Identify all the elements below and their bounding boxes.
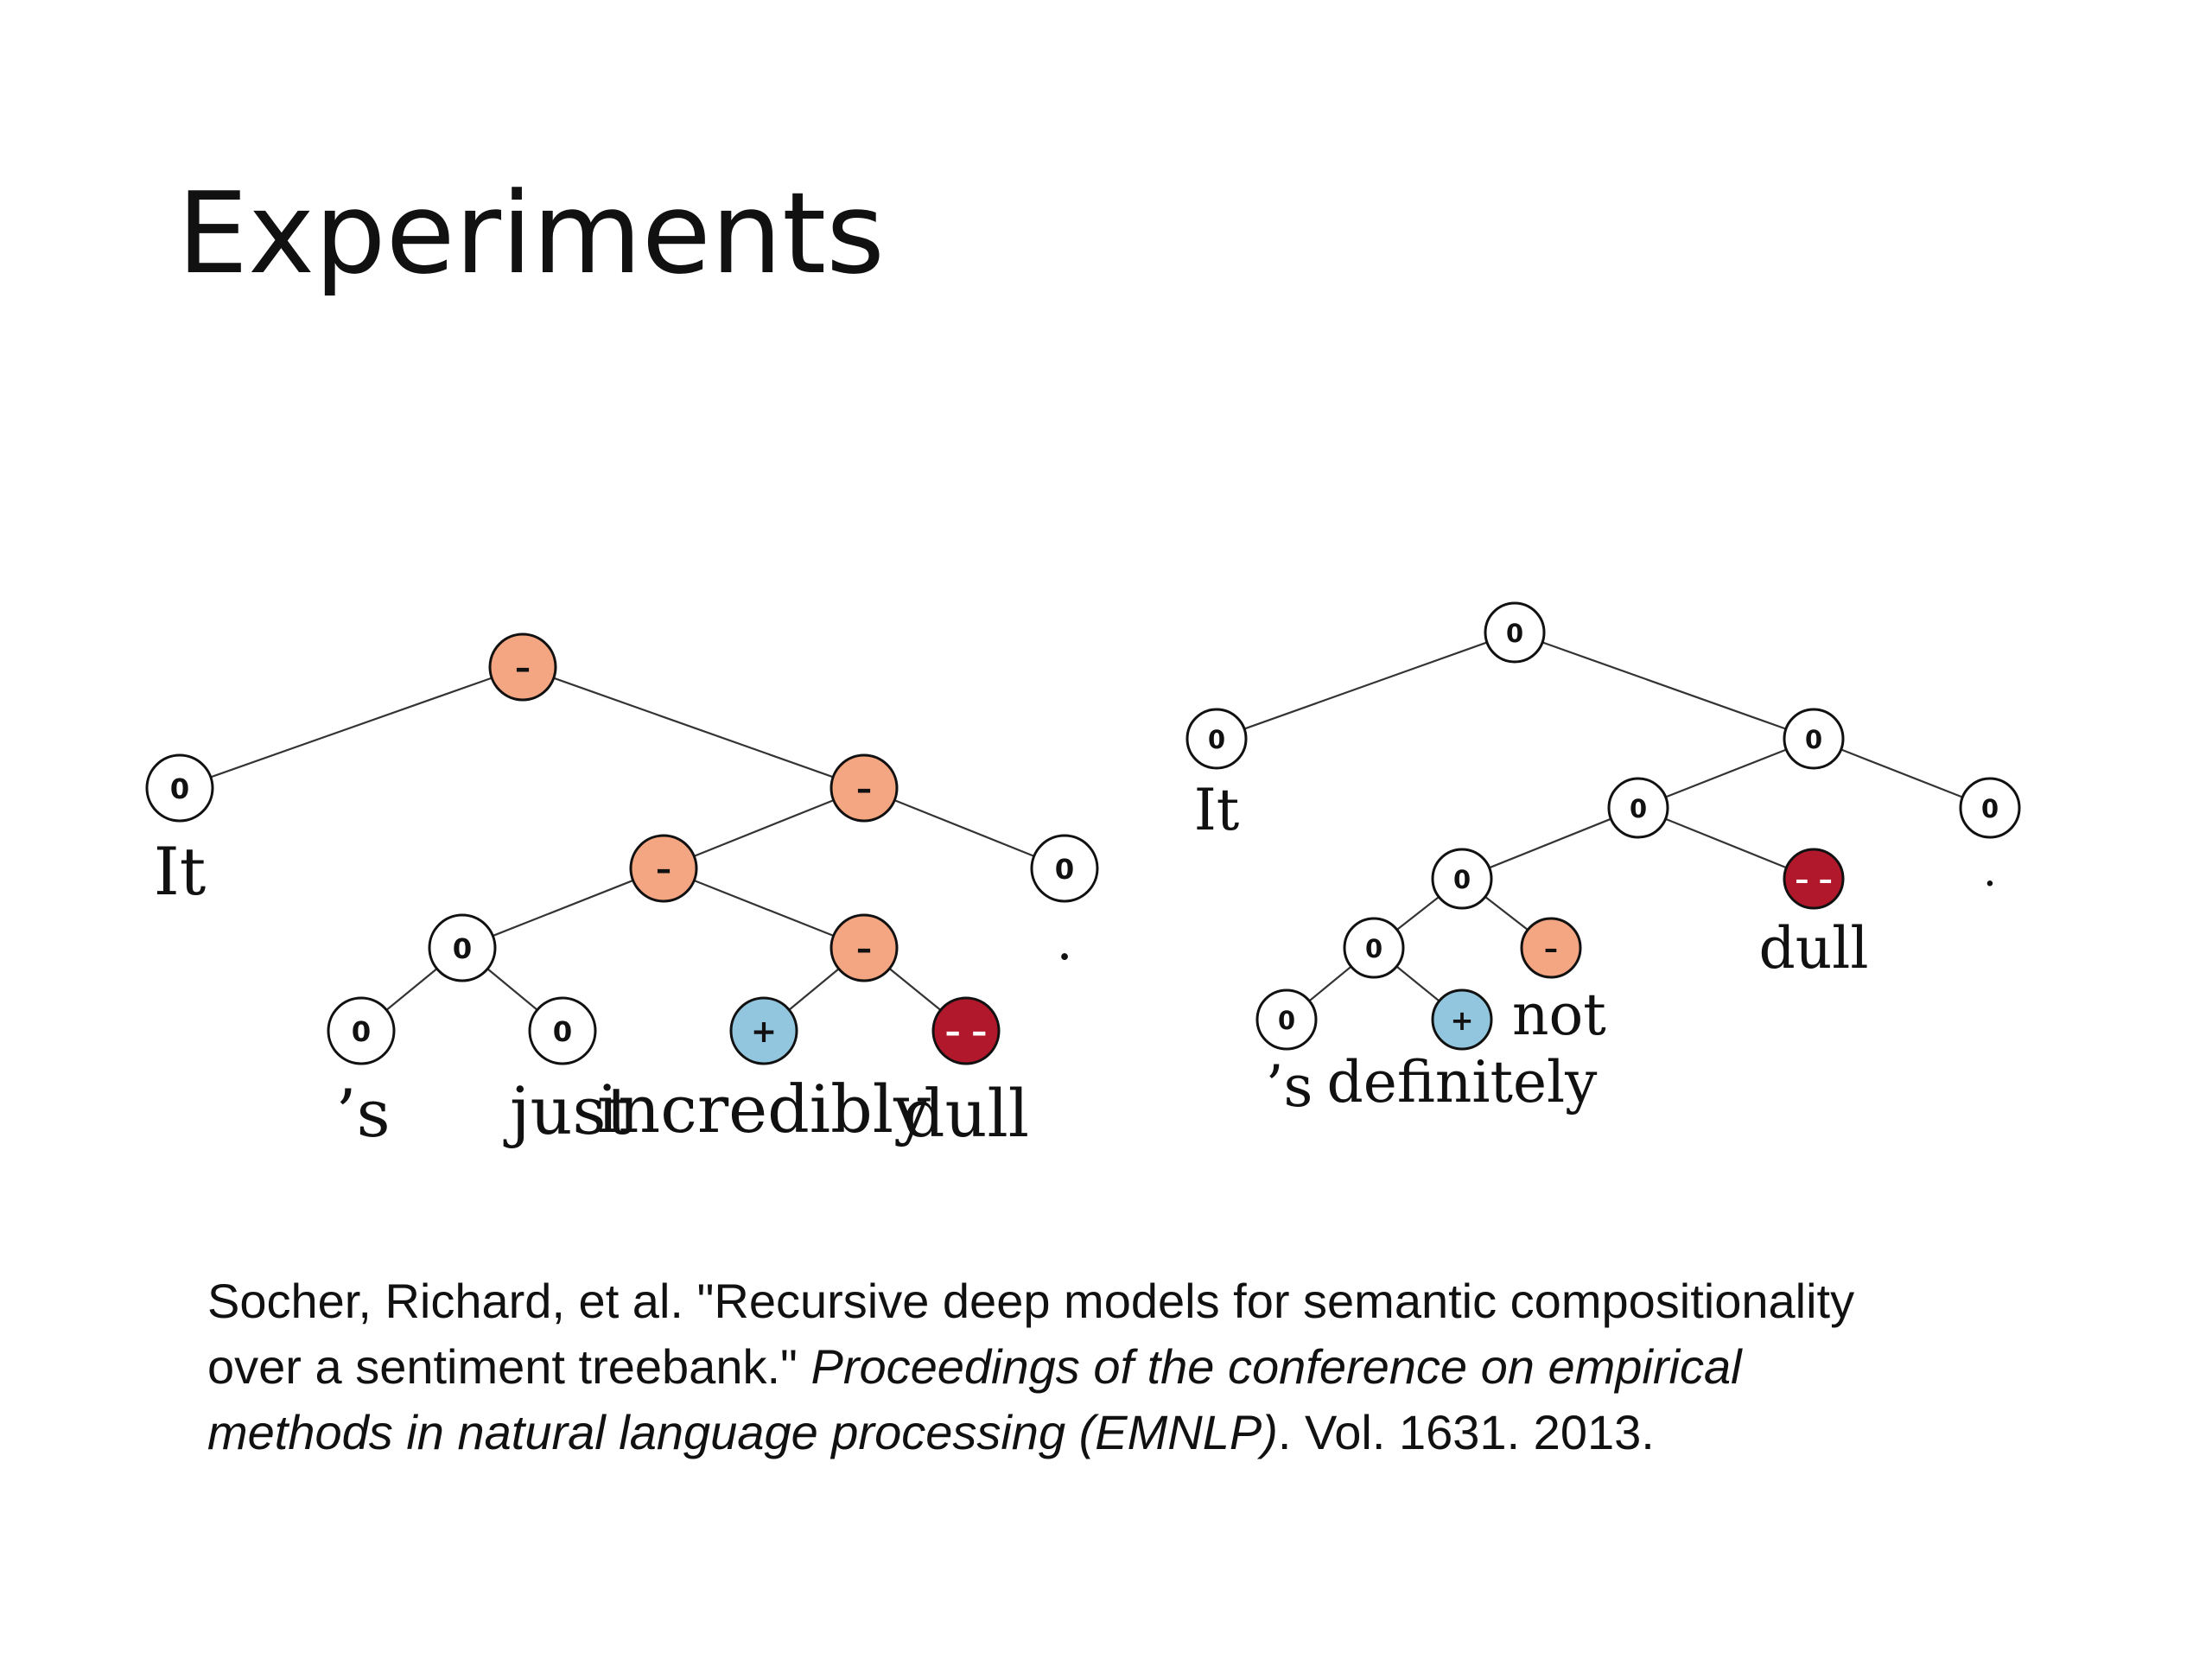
tree-node-label: + <box>751 1014 777 1050</box>
tree-node-positive <box>1431 988 1493 1051</box>
tree-word: just <box>503 1072 632 1149</box>
tree-node-label: 0 <box>1981 794 1999 823</box>
tree-node-positive <box>729 996 798 1065</box>
tree-node-neutral <box>1185 708 1248 770</box>
tree-node-label: – <box>1544 932 1558 965</box>
tree-word: dull <box>1759 915 1869 982</box>
tree-word: incredibly <box>597 1071 931 1147</box>
tree-edge <box>1665 748 1787 798</box>
tree-edge <box>1840 748 1963 798</box>
citation-line-3-plain: . Vol. 1631. 2013. <box>1277 1405 1655 1459</box>
tree-node-label: 0 <box>1630 794 1647 823</box>
tree-edge <box>893 799 1035 857</box>
tree-node-neutral <box>1343 917 1405 979</box>
tree-word: It <box>154 833 207 910</box>
tree-edge <box>492 879 634 938</box>
tree-edge <box>693 879 835 938</box>
tree-node-very-negative <box>931 996 1001 1065</box>
tree-node-neutral <box>1783 708 1845 770</box>
citation-line-3-italic: methods in natural language processing (… <box>207 1405 1278 1459</box>
tree-node-neutral <box>145 753 214 823</box>
tree-edge <box>1396 896 1440 931</box>
tree-node-label: – <box>856 931 872 967</box>
tree-edge <box>788 968 840 1011</box>
tree-word: ’s <box>1266 1053 1313 1120</box>
tree-edge <box>1243 641 1488 730</box>
citation-line-2-italic: Proceedings of the conference on empiric… <box>810 1339 1742 1394</box>
tree-node-label: + <box>1450 1004 1473 1037</box>
tree-edge <box>486 968 538 1011</box>
tree-word: ’s <box>335 1075 390 1152</box>
citation-line-1: Socher, Richard, et al. "Recursive deep … <box>207 1274 1855 1328</box>
tree-node-label: 0 <box>553 1015 572 1048</box>
tree-node-neutral <box>1255 988 1318 1051</box>
citation: Socher, Richard, et al. "Recursive deep … <box>207 1268 2143 1465</box>
tree-node-label: – <box>656 851 671 887</box>
tree-node-label: 0 <box>1365 934 1382 963</box>
tree-node-label: 0 <box>1208 725 1225 754</box>
tree-node-very-negative <box>1783 848 1845 910</box>
tree-node-label: 0 <box>1278 1006 1295 1035</box>
tree-node-negative <box>488 632 557 702</box>
tree-node-label: 0 <box>1805 725 1822 754</box>
tree-node-label: – <box>856 771 872 807</box>
tree-node-negative <box>1520 917 1582 979</box>
tree-edge <box>1395 965 1440 1002</box>
tree-edge <box>1541 641 1787 730</box>
tree-word: not <box>1512 982 1606 1048</box>
tree-edge <box>210 677 493 779</box>
tree-edge <box>1489 817 1611 869</box>
tree-node-neutral <box>1484 601 1546 664</box>
tree-edge <box>1308 965 1352 1002</box>
tree-edge <box>888 968 942 1011</box>
tree-node-label: 0 <box>1453 865 1471 894</box>
tree-node-label: 0 <box>1506 619 1523 648</box>
tree-node-label: 0 <box>453 932 472 965</box>
tree-word: It <box>1194 777 1240 843</box>
tree-node-label: – <box>515 650 531 686</box>
tree-node-label: – – <box>945 1014 988 1050</box>
tree-edge <box>1484 895 1529 931</box>
tree-node-neutral <box>1607 777 1669 839</box>
tree-node-neutral <box>1959 777 2021 839</box>
tree-edge <box>693 799 835 857</box>
tree-word: . <box>1983 846 1997 896</box>
tree-node-negative <box>830 753 899 823</box>
tree-node-neutral <box>528 996 597 1065</box>
tree-node-label: 0 <box>352 1015 371 1048</box>
citation-line-3: methods in natural language processing (… <box>207 1400 2143 1465</box>
tree-word: definitely <box>1327 1049 1599 1116</box>
tree-node-label: 0 <box>170 772 189 805</box>
tree-node-neutral <box>327 996 396 1065</box>
tree-edge <box>553 677 834 779</box>
tree-node-label: 0 <box>1055 853 1074 886</box>
tree-node-neutral <box>1030 834 1099 903</box>
tree-word: dull <box>903 1075 1029 1152</box>
tree-node-negative <box>830 913 899 982</box>
tree-node-neutral <box>428 913 497 982</box>
citation-line-2: over a sentiment treebank." Proceedings … <box>207 1334 2143 1400</box>
tree-node-neutral <box>1431 848 1493 910</box>
tree-node-label: – – <box>1795 863 1833 896</box>
tree-word: . <box>1056 912 1072 972</box>
right-tree: 0 0 It 0 0 0. 0 – – dull 0 – not 0 ’s + definitely <box>1185 601 2021 1120</box>
tree-node-negative <box>629 834 698 903</box>
slide-title: Experiments <box>177 168 885 299</box>
citation-line-2-plain: over a sentiment treebank." <box>207 1339 811 1394</box>
left-tree: – 0 It – – 0. 0 – 0 ’s 0 just + incredibly – – dull <box>145 632 1099 1152</box>
tree-edge <box>385 968 438 1011</box>
tree-edge <box>1665 817 1787 869</box>
